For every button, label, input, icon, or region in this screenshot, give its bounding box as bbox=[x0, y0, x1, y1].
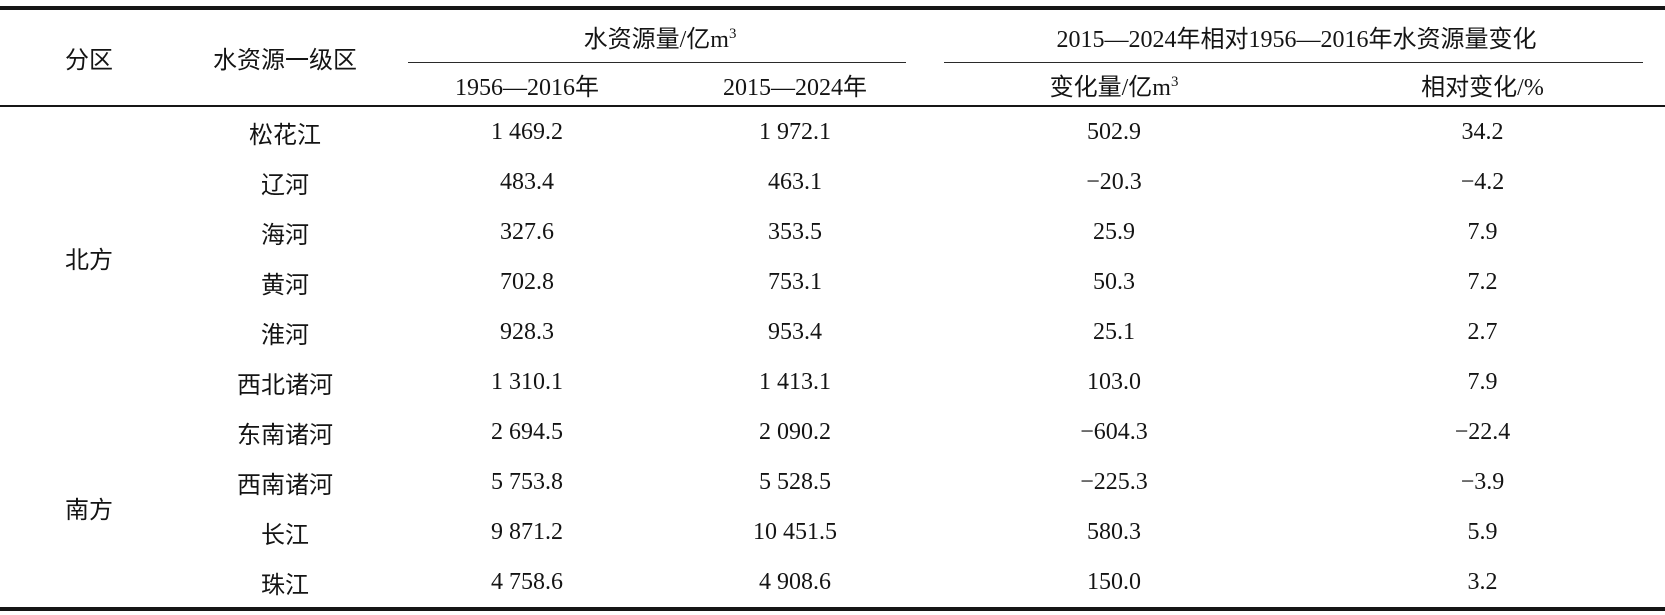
header-period-2015-2024: 2015—2024年 bbox=[723, 74, 867, 101]
table-row: 西南诸河 5 753.8 5 528.5 −225.3 −3.9 bbox=[0, 457, 1665, 507]
header-relative-change: 相对变化/% bbox=[1421, 74, 1544, 101]
region-cell-south: 南方 bbox=[65, 497, 113, 524]
relative-change-cell: −4.2 bbox=[1460, 168, 1505, 195]
change-amount-cell: −604.3 bbox=[1080, 418, 1148, 445]
header-group-amount: 水资源量/亿m3 bbox=[392, 8, 928, 63]
relative-change-cell: 3.2 bbox=[1467, 568, 1498, 595]
water-resources-table: 分区 水资源一级区 水资源量/亿m3 2015—2024年相对1956—2016… bbox=[0, 6, 1665, 611]
change-amount-cell: 50.3 bbox=[1093, 268, 1135, 295]
table-row: 海河 327.6 353.5 25.9 7.9 bbox=[0, 207, 1665, 257]
header-change-amount-sup: 3 bbox=[1170, 73, 1179, 90]
table-row: 淮河 928.3 953.4 25.1 2.7 bbox=[0, 307, 1665, 357]
table-header: 分区 水资源一级区 水资源量/亿m3 2015—2024年相对1956—2016… bbox=[0, 8, 1665, 106]
basin-cell: 西北诸河 bbox=[237, 372, 333, 399]
basin-cell: 松花江 bbox=[249, 122, 321, 149]
value-1956-2016-cell: 5 753.8 bbox=[491, 468, 563, 495]
header-region: 分区 bbox=[65, 48, 113, 74]
value-2015-2024-cell: 753.1 bbox=[768, 268, 822, 295]
value-2015-2024-cell: 353.5 bbox=[768, 218, 822, 245]
header-group-amount-text: 水资源量/亿m bbox=[583, 27, 729, 53]
table-body: 北方 松花江 1 469.2 1 972.1 502.9 34.2 辽河 483… bbox=[0, 106, 1665, 609]
region-cell-north: 北方 bbox=[65, 247, 113, 274]
basin-cell: 辽河 bbox=[261, 172, 309, 199]
basin-cell: 珠江 bbox=[261, 572, 309, 599]
value-2015-2024-cell: 4 908.6 bbox=[759, 568, 831, 595]
basin-cell: 淮河 bbox=[261, 322, 309, 349]
table-row: 珠江 4 758.6 4 908.6 150.0 3.2 bbox=[0, 557, 1665, 609]
value-2015-2024-cell: 1 972.1 bbox=[759, 118, 831, 145]
change-amount-cell: 580.3 bbox=[1087, 518, 1141, 545]
change-amount-cell: 25.9 bbox=[1093, 218, 1135, 245]
change-amount-cell: 103.0 bbox=[1087, 368, 1141, 395]
change-amount-cell: 502.9 bbox=[1087, 118, 1141, 145]
value-2015-2024-cell: 463.1 bbox=[768, 168, 822, 195]
table-row: 北方 松花江 1 469.2 1 972.1 502.9 34.2 bbox=[0, 106, 1665, 274]
value-1956-2016-cell: 928.3 bbox=[500, 318, 554, 345]
relative-change-cell: 7.2 bbox=[1467, 268, 1498, 295]
value-1956-2016-cell: 1 310.1 bbox=[491, 368, 563, 395]
value-1956-2016-cell: 327.6 bbox=[500, 218, 554, 245]
basin-cell: 东南诸河 bbox=[237, 422, 333, 449]
header-basin: 水资源一级区 bbox=[213, 48, 357, 74]
table-row: 黄河 702.8 753.1 50.3 7.2 bbox=[0, 257, 1665, 307]
value-2015-2024-cell: 953.4 bbox=[768, 318, 822, 345]
value-2015-2024-cell: 10 451.5 bbox=[753, 518, 837, 545]
basin-cell: 长江 bbox=[261, 522, 309, 549]
basin-cell: 海河 bbox=[261, 222, 309, 249]
change-amount-cell: 150.0 bbox=[1087, 568, 1141, 595]
value-2015-2024-cell: 5 528.5 bbox=[759, 468, 831, 495]
change-amount-cell: −225.3 bbox=[1080, 468, 1148, 495]
relative-change-cell: −22.4 bbox=[1454, 418, 1511, 445]
relative-change-cell: 7.9 bbox=[1467, 368, 1498, 395]
relative-change-cell: 7.9 bbox=[1467, 218, 1498, 245]
table-row: 辽河 483.4 463.1 −20.3 −4.2 bbox=[0, 157, 1665, 207]
value-2015-2024-cell: 2 090.2 bbox=[759, 418, 831, 445]
value-1956-2016-cell: 2 694.5 bbox=[491, 418, 563, 445]
header-period-1956-2016: 1956—2016年 bbox=[455, 74, 599, 101]
relative-change-cell: 2.7 bbox=[1467, 318, 1498, 345]
value-2015-2024-cell: 1 413.1 bbox=[759, 368, 831, 395]
value-1956-2016-cell: 483.4 bbox=[500, 168, 554, 195]
basin-cell: 西南诸河 bbox=[237, 472, 333, 499]
change-amount-cell: 25.1 bbox=[1093, 318, 1135, 345]
table-row: 长江 9 871.2 10 451.5 580.3 5.9 bbox=[0, 507, 1665, 557]
value-1956-2016-cell: 9 871.2 bbox=[491, 518, 563, 545]
relative-change-cell: 34.2 bbox=[1461, 118, 1504, 145]
value-1956-2016-cell: 702.8 bbox=[500, 268, 554, 295]
header-change-amount-text: 变化量/亿m bbox=[1049, 74, 1171, 101]
table-row: 西北诸河 1 310.1 1 413.1 103.0 7.9 bbox=[0, 357, 1665, 407]
header-group-change: 2015—2024年相对1956—2016年水资源量变化 bbox=[928, 8, 1665, 63]
relative-change-cell: 5.9 bbox=[1467, 518, 1498, 545]
relative-change-cell: −3.9 bbox=[1460, 468, 1505, 495]
value-1956-2016-cell: 1 469.2 bbox=[491, 118, 563, 145]
header-group-amount-sup: 3 bbox=[728, 26, 737, 42]
table-row: 南方 东南诸河 2 694.5 2 090.2 −604.3 −22.4 bbox=[0, 407, 1665, 524]
basin-cell: 黄河 bbox=[261, 272, 309, 299]
change-amount-cell: −20.3 bbox=[1086, 168, 1142, 195]
header-change-amount: 变化量/亿m3 bbox=[928, 63, 1300, 106]
value-1956-2016-cell: 4 758.6 bbox=[491, 568, 563, 595]
